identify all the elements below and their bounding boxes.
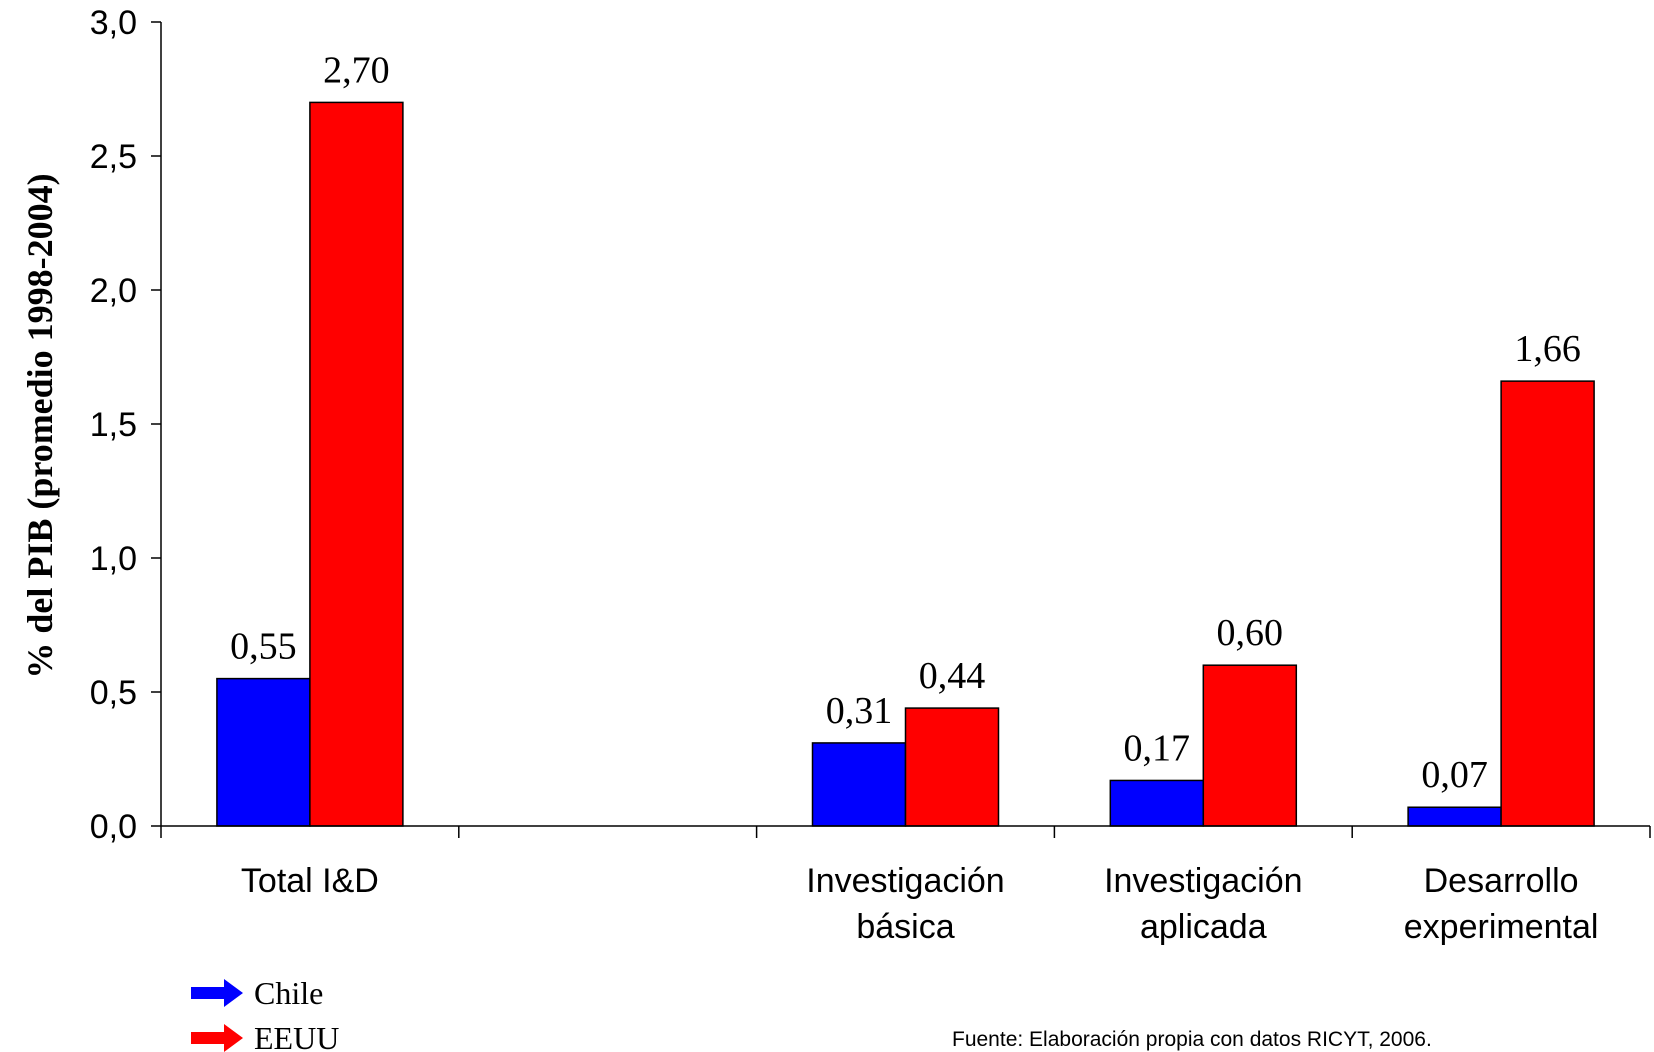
- bars-group: [216, 101, 1595, 827]
- category-label-3: Investigación: [1104, 862, 1302, 900]
- bar-eeuu-3: [1202, 664, 1298, 827]
- legend-label-eeuu: EEUU: [254, 1020, 339, 1052]
- data-label-chile-2: 0,31: [826, 690, 893, 732]
- y-tick-label: 1,5: [90, 406, 137, 444]
- y-tick-label: 1,0: [90, 540, 137, 578]
- y-tick-label: 3,0: [90, 4, 137, 42]
- bar-eeuu-0: [309, 101, 404, 827]
- category-label-4: experimental: [1404, 908, 1599, 946]
- y-tick-label: 2,5: [90, 138, 137, 176]
- source-note: Fuente: Elaboración propia con datos RIC…: [952, 1028, 1432, 1051]
- bar-chile-0: [216, 677, 311, 827]
- bar-chile-3: [1109, 779, 1205, 827]
- data-label-chile-0: 0,55: [230, 626, 297, 668]
- labels-group: 0,55 0,31 0,17 0,07 2,70 0,44 0,60 1,66 0,0 0,5 1,…: [90, 4, 1599, 946]
- axes-group: [151, 21, 1651, 838]
- category-label-4: Desarrollo: [1424, 862, 1579, 900]
- data-label-chile-4: 0,07: [1421, 754, 1488, 796]
- legend-arrow-icon: [191, 1024, 243, 1052]
- y-tick-label: 0,5: [90, 674, 137, 712]
- data-label-eeuu-0: 2,70: [323, 49, 390, 91]
- data-label-eeuu-4: 1,66: [1514, 328, 1581, 370]
- bar-eeuu-4: [1500, 380, 1595, 827]
- category-label-3: aplicada: [1140, 908, 1267, 946]
- category-label-2: básica: [856, 908, 954, 946]
- y-axis-title: % del PIB (promedio 1998-2004): [20, 173, 60, 678]
- bar-chile-4: [1407, 806, 1502, 827]
- data-label-eeuu-3: 0,60: [1217, 612, 1284, 654]
- category-label-2: Investigación: [806, 862, 1004, 900]
- bar-chile-2: [811, 742, 907, 827]
- legend-arrow-icon: [191, 979, 243, 1007]
- data-label-chile-3: 0,17: [1124, 727, 1191, 769]
- y-tick-label: 2,0: [90, 272, 137, 310]
- bar-eeuu-2: [904, 707, 1000, 827]
- y-tick-label: 0,0: [90, 808, 137, 846]
- legend: Chile EEUU: [191, 975, 339, 1052]
- category-label-0: Total I&D: [241, 862, 379, 900]
- data-label-eeuu-2: 0,44: [919, 655, 986, 697]
- legend-label-chile: Chile: [254, 975, 323, 1011]
